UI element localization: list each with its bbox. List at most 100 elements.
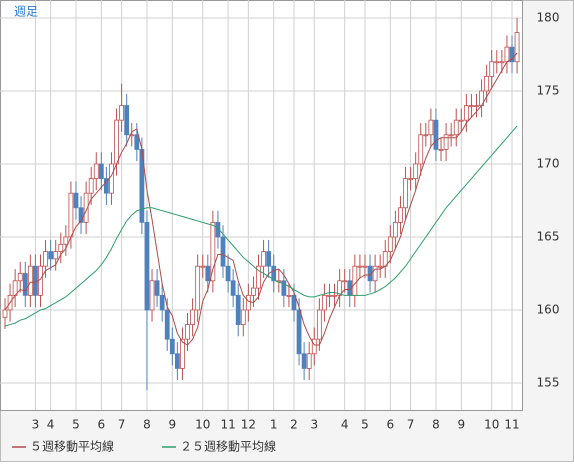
candle-body [63,236,69,245]
candle-body [68,192,74,238]
candle-body [256,265,261,289]
candle-body [225,265,231,282]
candle-body [240,309,246,325]
candle-body [443,134,449,150]
candle-body [78,207,84,223]
candle-body [291,294,297,311]
candle-body [332,294,337,297]
candle-body [372,265,378,282]
x-tick-label: 12 [241,418,256,432]
x-tick-label: 6 [98,418,106,432]
y-tick-label: 170 [537,156,560,170]
candle-body [367,265,373,282]
candle-body [306,353,312,369]
candle-body [149,280,155,311]
candle-body [53,251,59,260]
candle-body [474,105,479,107]
x-tick-label: 1 [270,418,278,432]
candle-body [2,309,8,318]
candle-body [499,61,505,64]
x-tick-label: 3 [32,418,40,432]
candle-body [458,119,464,122]
candle-body [448,134,454,137]
y-tick-label: 160 [537,302,560,316]
candle-body [357,265,363,268]
x-tick-label: 6 [386,418,394,432]
candle-body [230,280,236,296]
candle-body [215,221,221,238]
candle-body [403,178,408,209]
candle-body [174,353,180,369]
candle-body [235,294,241,325]
candle-body [377,265,383,268]
candle-body [98,163,104,179]
candle-body [509,46,515,63]
candle-body [494,61,500,64]
candle-body [261,251,266,267]
candle-body [418,134,424,165]
candle-body [438,148,444,151]
x-tick-label: 8 [143,418,151,432]
y-tick-label: 155 [537,375,560,389]
candle-body [311,338,317,355]
chart-title: 週足 [14,5,38,19]
candle-body [109,163,114,194]
candle-body [484,75,490,92]
candle-body [387,236,393,252]
candle-body [33,265,38,296]
candle-body [190,309,195,325]
legend-label: ２５週移動平均線 [180,439,276,454]
candle-body [266,251,272,267]
candle-body [428,119,434,136]
x-tick-label: 7 [407,418,415,432]
candle-body [185,324,190,340]
candle-body [134,134,140,150]
candle-body [271,265,277,282]
candle-body [352,265,358,296]
candle-body [195,265,201,311]
x-tick-label: 4 [47,418,55,432]
candle-body [327,294,332,297]
candle-body [342,280,348,283]
plot-area [0,0,523,411]
y-tick-label: 180 [537,10,560,24]
candle-body [514,32,520,63]
candle-body [73,192,79,209]
x-tick-label: 3 [310,418,318,432]
candle-body [210,221,216,282]
candle-body [38,265,43,296]
x-tick-label: 11 [504,418,519,432]
candle-body [413,163,419,179]
candle-body [164,309,170,340]
candle-body [48,251,54,260]
candle-body [43,251,48,267]
candle-body [423,134,429,137]
candle-body [296,309,302,355]
candle-body [408,178,414,180]
candle-body [114,119,119,165]
candle-body [200,265,206,268]
candle-body [119,105,125,121]
candle-body [124,105,130,136]
x-tick-label: 10 [484,418,499,432]
candle-body [316,309,322,340]
y-tick-label: 165 [537,229,560,243]
y-tick-label: 175 [537,83,560,97]
x-tick-label: 4 [341,418,349,432]
candle-body [489,61,495,77]
candle-body [93,163,99,179]
x-tick-label: 11 [220,418,235,432]
candle-body [245,294,251,311]
candle-body [453,119,459,136]
candle-body [251,287,256,296]
candle-body [58,243,64,252]
x-tick-label: 8 [432,418,440,432]
x-tick-label: 5 [72,418,80,432]
candle-body [220,236,226,267]
candle-body [180,338,185,369]
candle-body [463,105,469,121]
candle-body [433,119,439,150]
candle-body [362,265,368,268]
legend-label: ５週移動平均線 [30,439,114,454]
